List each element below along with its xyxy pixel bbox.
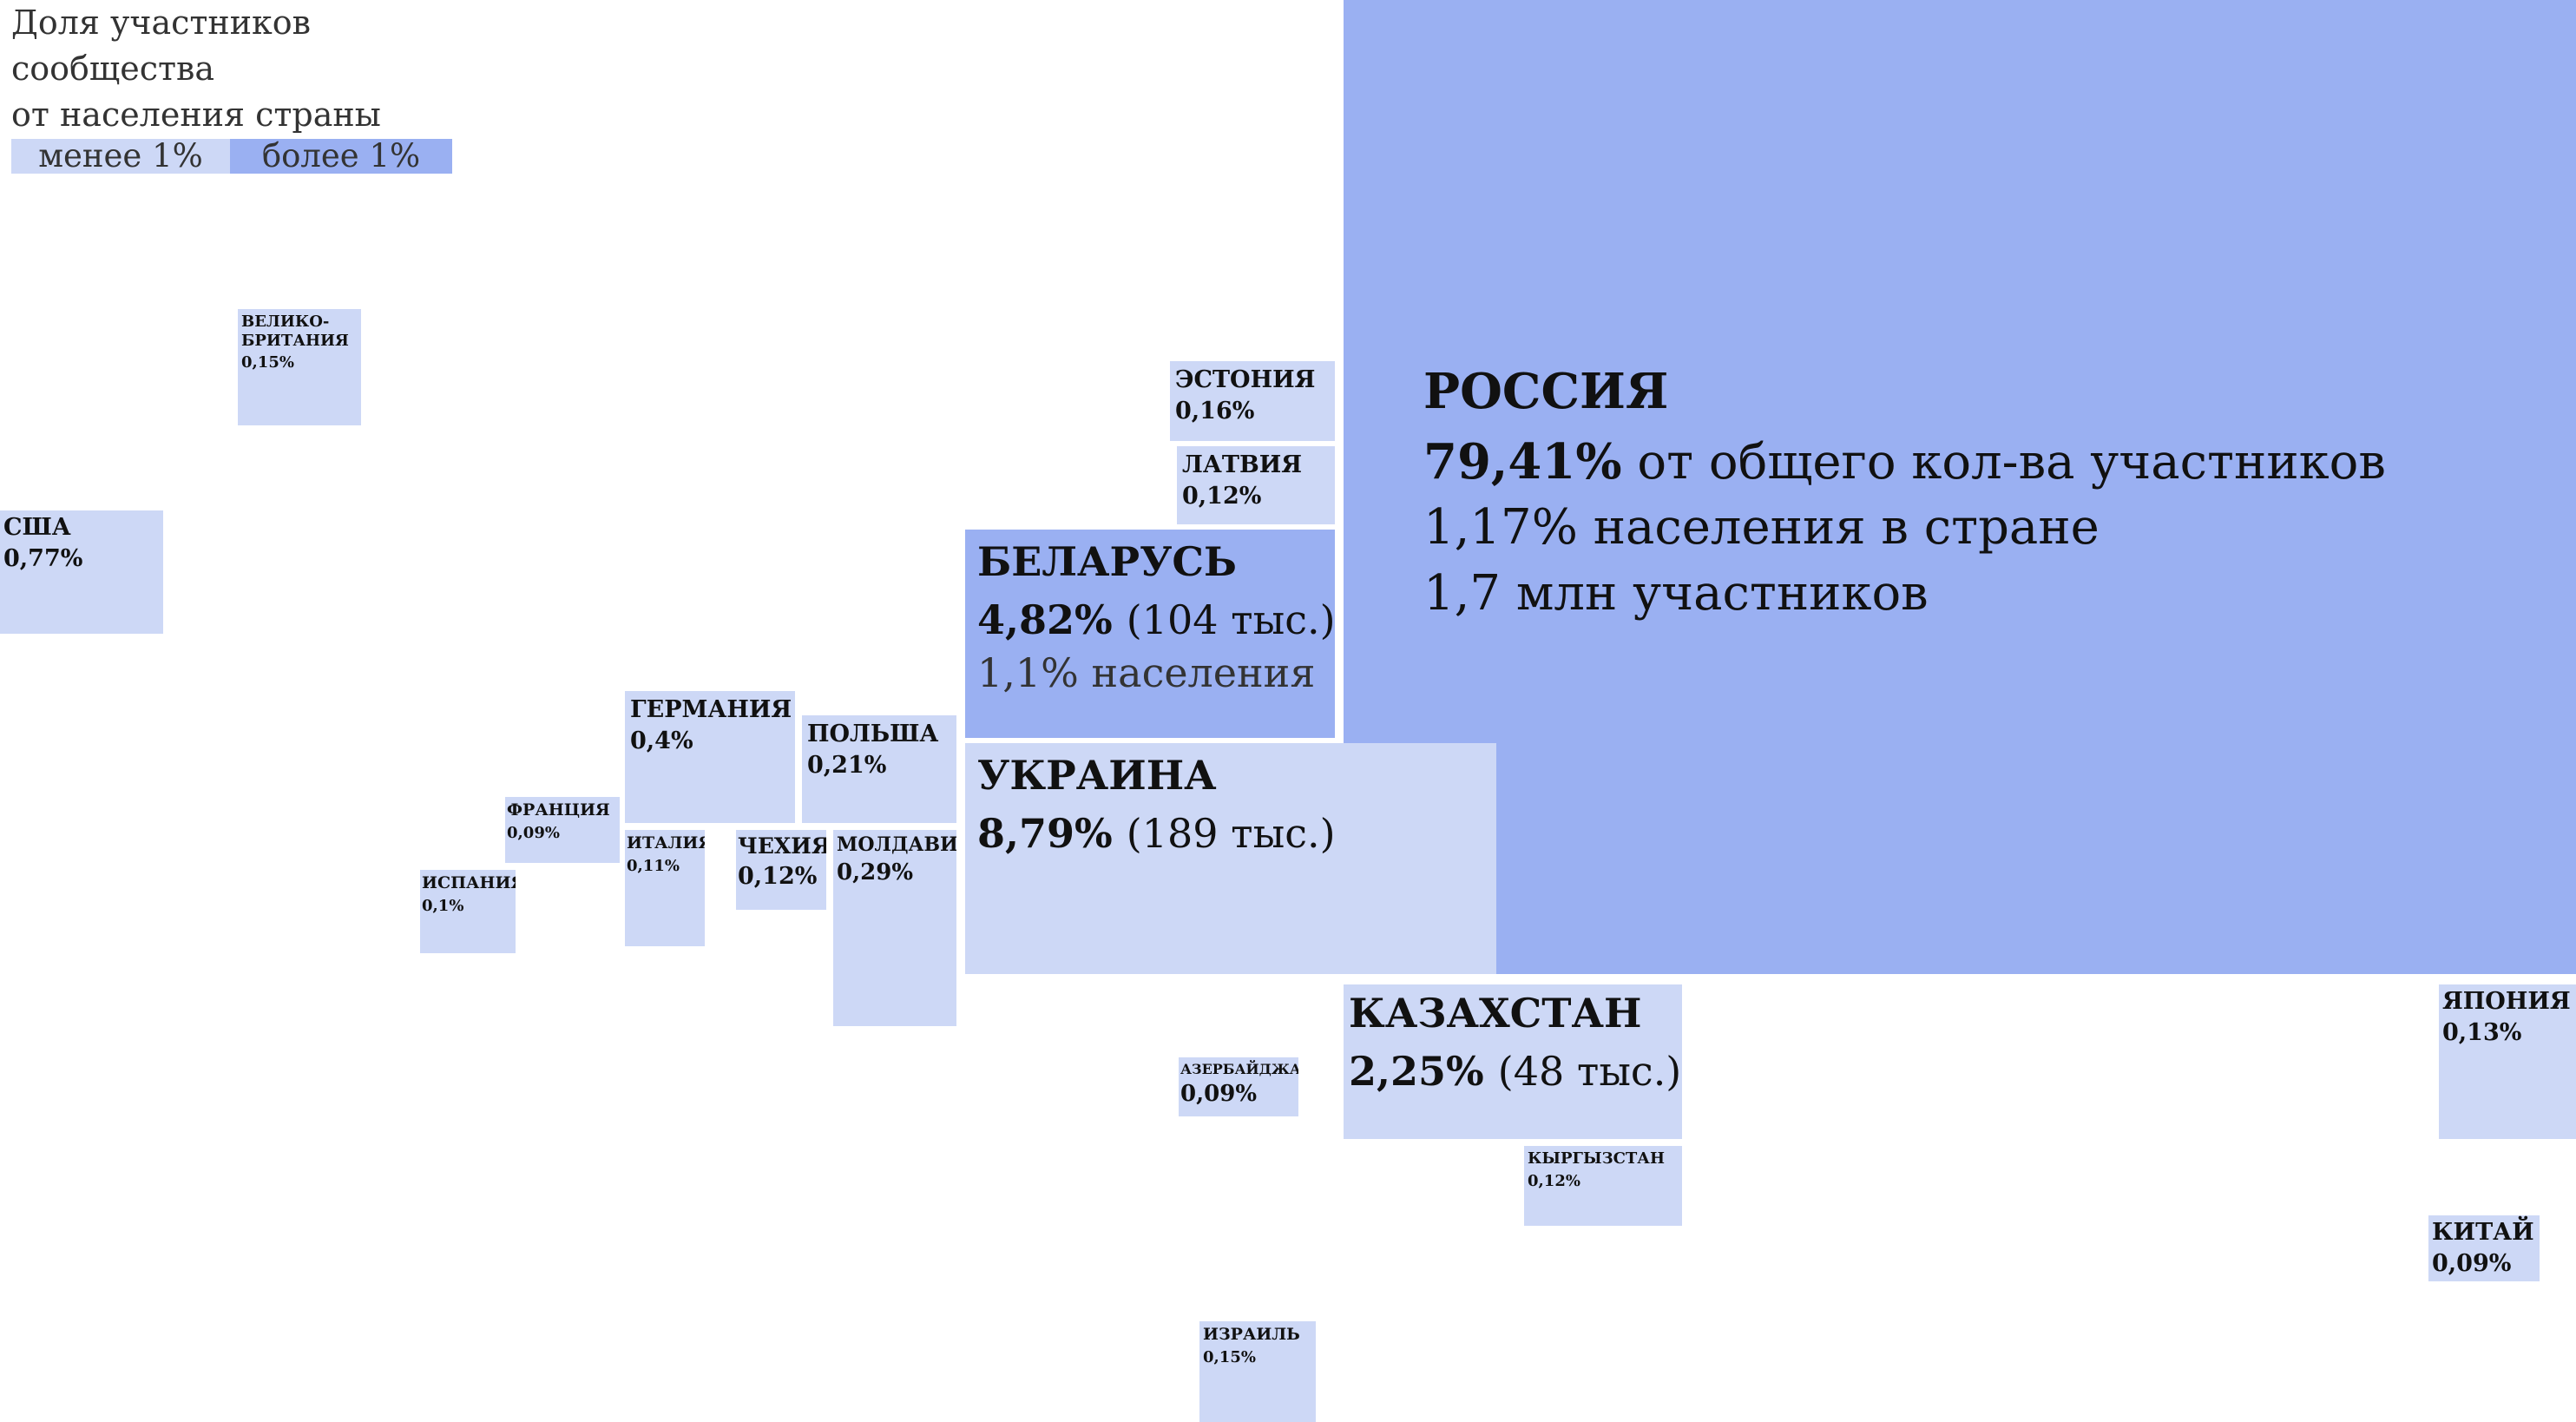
country-share-line: 0,09%: [1180, 1081, 1298, 1108]
country-tile-кыргызстан: КЫРГЫЗСТАН 0,12%: [1524, 1146, 1682, 1226]
country-tile-сша: США 0,77%: [0, 510, 163, 634]
country-share-line: 4,82% (104 тыс.): [977, 596, 1335, 644]
country-name: ГЕРМАНИЯ: [630, 696, 792, 723]
country-name: КАЗАХСТАН: [1349, 990, 1642, 1037]
country-share-line: 0,09%: [2432, 1250, 2534, 1278]
country-tile-латвия: ЛАТВИЯ 0,12%: [1177, 446, 1335, 524]
country-members: (104 тыс.): [1126, 596, 1335, 644]
country-name: США: [3, 514, 71, 541]
country-tile-азербайджан: АЗЕРБАЙДЖАН 0,09%: [1179, 1057, 1298, 1116]
country-members: (189 тыс.): [1126, 810, 1336, 858]
country-share: 0,12%: [738, 863, 818, 890]
country-tile-италия: ИТАЛИЯ 0,11%: [625, 830, 705, 946]
country-share-line: 0,11%: [627, 857, 705, 876]
country-members: (48 тыс.): [1497, 1048, 1682, 1096]
country-share-line: 0,21%: [807, 752, 938, 780]
country-name: КЫРГЫЗСТАН: [1528, 1149, 1665, 1168]
legend-title-line-3: от населения страны: [11, 95, 381, 134]
country-tile-израиль: ИЗРАИЛЬ 0,15%: [1199, 1321, 1316, 1422]
country-share-line: 0,1%: [422, 897, 516, 916]
country-share-line: 8,79% (189 тыс.): [977, 810, 1336, 858]
country-tile-казахстан: КАЗАХСТАН 2,25% (48 тыс.): [1344, 984, 1682, 1139]
country-tile-россия: РОССИЯ 79,41% от общего кол-ва участников…: [1344, 0, 2576, 974]
country-share: 0,11%: [627, 856, 680, 875]
country-name: БЕЛАРУСЬ: [977, 538, 1237, 585]
country-share-suffix: от общего кол-ва участников: [1637, 434, 2386, 491]
country-tile-велико-британия: ВЕЛИКО- БРИТАНИЯ 0,15%: [238, 309, 361, 425]
country-share: 0,09%: [2432, 1250, 2512, 1278]
country-population-share: 1,17% населения в стране: [1423, 499, 2100, 556]
country-tile-польша: ПОЛЬША 0,21%: [802, 715, 956, 823]
country-tile-эстония: ЭСТОНИЯ 0,16%: [1170, 361, 1335, 441]
country-name: УКРАИНА: [977, 752, 1217, 799]
legend-high-swatch: более 1%: [230, 139, 452, 174]
country-share-line: 0,16%: [1175, 398, 1315, 425]
country-share-line: 0,09%: [507, 824, 610, 843]
country-tile-германия: ГЕРМАНИЯ 0,4%: [625, 691, 795, 823]
country-name: КИТАЙ: [2432, 1219, 2534, 1246]
country-share-line: 0,29%: [837, 859, 956, 886]
country-share: 79,41%: [1423, 433, 1622, 491]
country-name: ВЕЛИКО- БРИТАНИЯ: [241, 313, 349, 350]
country-share: 0,29%: [837, 859, 914, 886]
country-tile-украина: УКРАИНА 8,79% (189 тыс.): [965, 743, 1496, 974]
country-tile-молдавия: МОЛДАВИЯ 0,29%: [833, 830, 956, 1026]
country-share: 8,79%: [977, 810, 1113, 858]
country-share: 4,82%: [977, 596, 1113, 644]
country-share: 0,09%: [507, 823, 560, 842]
country-share-line: 0,4%: [630, 727, 792, 755]
country-tile-япония: ЯПОНИЯ 0,13%: [2439, 984, 2576, 1139]
country-share-line: 0,13%: [2442, 1019, 2571, 1047]
country-members: 1,7 млн участников: [1423, 564, 1929, 622]
country-name: ЯПОНИЯ: [2442, 988, 2571, 1015]
country-share: 0,15%: [1203, 1347, 1256, 1366]
country-share-line: 0,15%: [1203, 1348, 1300, 1367]
country-share-line: 0,15%: [241, 353, 349, 372]
country-share: 0,09%: [1180, 1081, 1258, 1108]
country-tile-франция: ФРАНЦИЯ 0,09%: [505, 797, 620, 863]
country-share-line: 0,12%: [1182, 483, 1302, 510]
country-tile-чехия: ЧЕХИЯ 0,12%: [736, 830, 826, 910]
country-share: 0,16%: [1175, 398, 1255, 425]
country-population-share: 1,1% населения: [977, 649, 1316, 697]
country-tile-испания: ИСПАНИЯ 0,1%: [420, 870, 516, 953]
country-share: 0,77%: [3, 545, 83, 573]
country-name: ИСПАНИЯ: [422, 873, 516, 892]
country-tile-китай: КИТАЙ 0,09%: [2428, 1215, 2540, 1281]
country-share-line: 0,77%: [3, 545, 82, 573]
country-share-line: 79,41% от общего кол-ва участников: [1423, 433, 2386, 491]
country-share: 0,12%: [1528, 1171, 1580, 1190]
country-name: АЗЕРБАЙДЖАН: [1180, 1061, 1298, 1077]
country-name: ЭСТОНИЯ: [1175, 366, 1316, 393]
country-name: ЛАТВИЯ: [1182, 451, 1303, 478]
country-share: 0,1%: [422, 896, 464, 915]
legend: Доля участников сообщества от населения …: [11, 0, 452, 174]
country-name: ИЗРАИЛЬ: [1203, 1325, 1300, 1344]
legend-title-line-1: Доля участников: [11, 3, 312, 42]
country-share-line: 0,12%: [1528, 1172, 1665, 1191]
country-tile-беларусь: БЕЛАРУСЬ 4,82% (104 тыс.) 1,1% населения: [965, 530, 1335, 738]
country-name: ПОЛЬША: [807, 721, 939, 747]
country-share: 2,25%: [1349, 1048, 1484, 1096]
country-name: ФРАНЦИЯ: [507, 800, 610, 820]
country-name: ЧЕХИЯ: [738, 833, 826, 859]
country-share-line: 2,25% (48 тыс.): [1349, 1048, 1681, 1096]
country-share: 0,21%: [807, 752, 887, 780]
legend-low-swatch: менее 1%: [11, 139, 230, 174]
country-share: 0,13%: [2442, 1019, 2522, 1047]
country-share-line: 0,12%: [738, 863, 826, 891]
country-share: 0,12%: [1182, 483, 1262, 510]
legend-title-line-2: сообщества: [11, 49, 215, 88]
country-name: МОЛДАВИЯ: [837, 833, 956, 856]
country-share: 0,4%: [630, 727, 693, 755]
country-share: 0,15%: [241, 353, 294, 372]
country-name: РОССИЯ: [1423, 363, 1669, 420]
legend-swatches: менее 1% более 1%: [11, 139, 452, 174]
country-name: ИТАЛИЯ: [627, 833, 705, 853]
